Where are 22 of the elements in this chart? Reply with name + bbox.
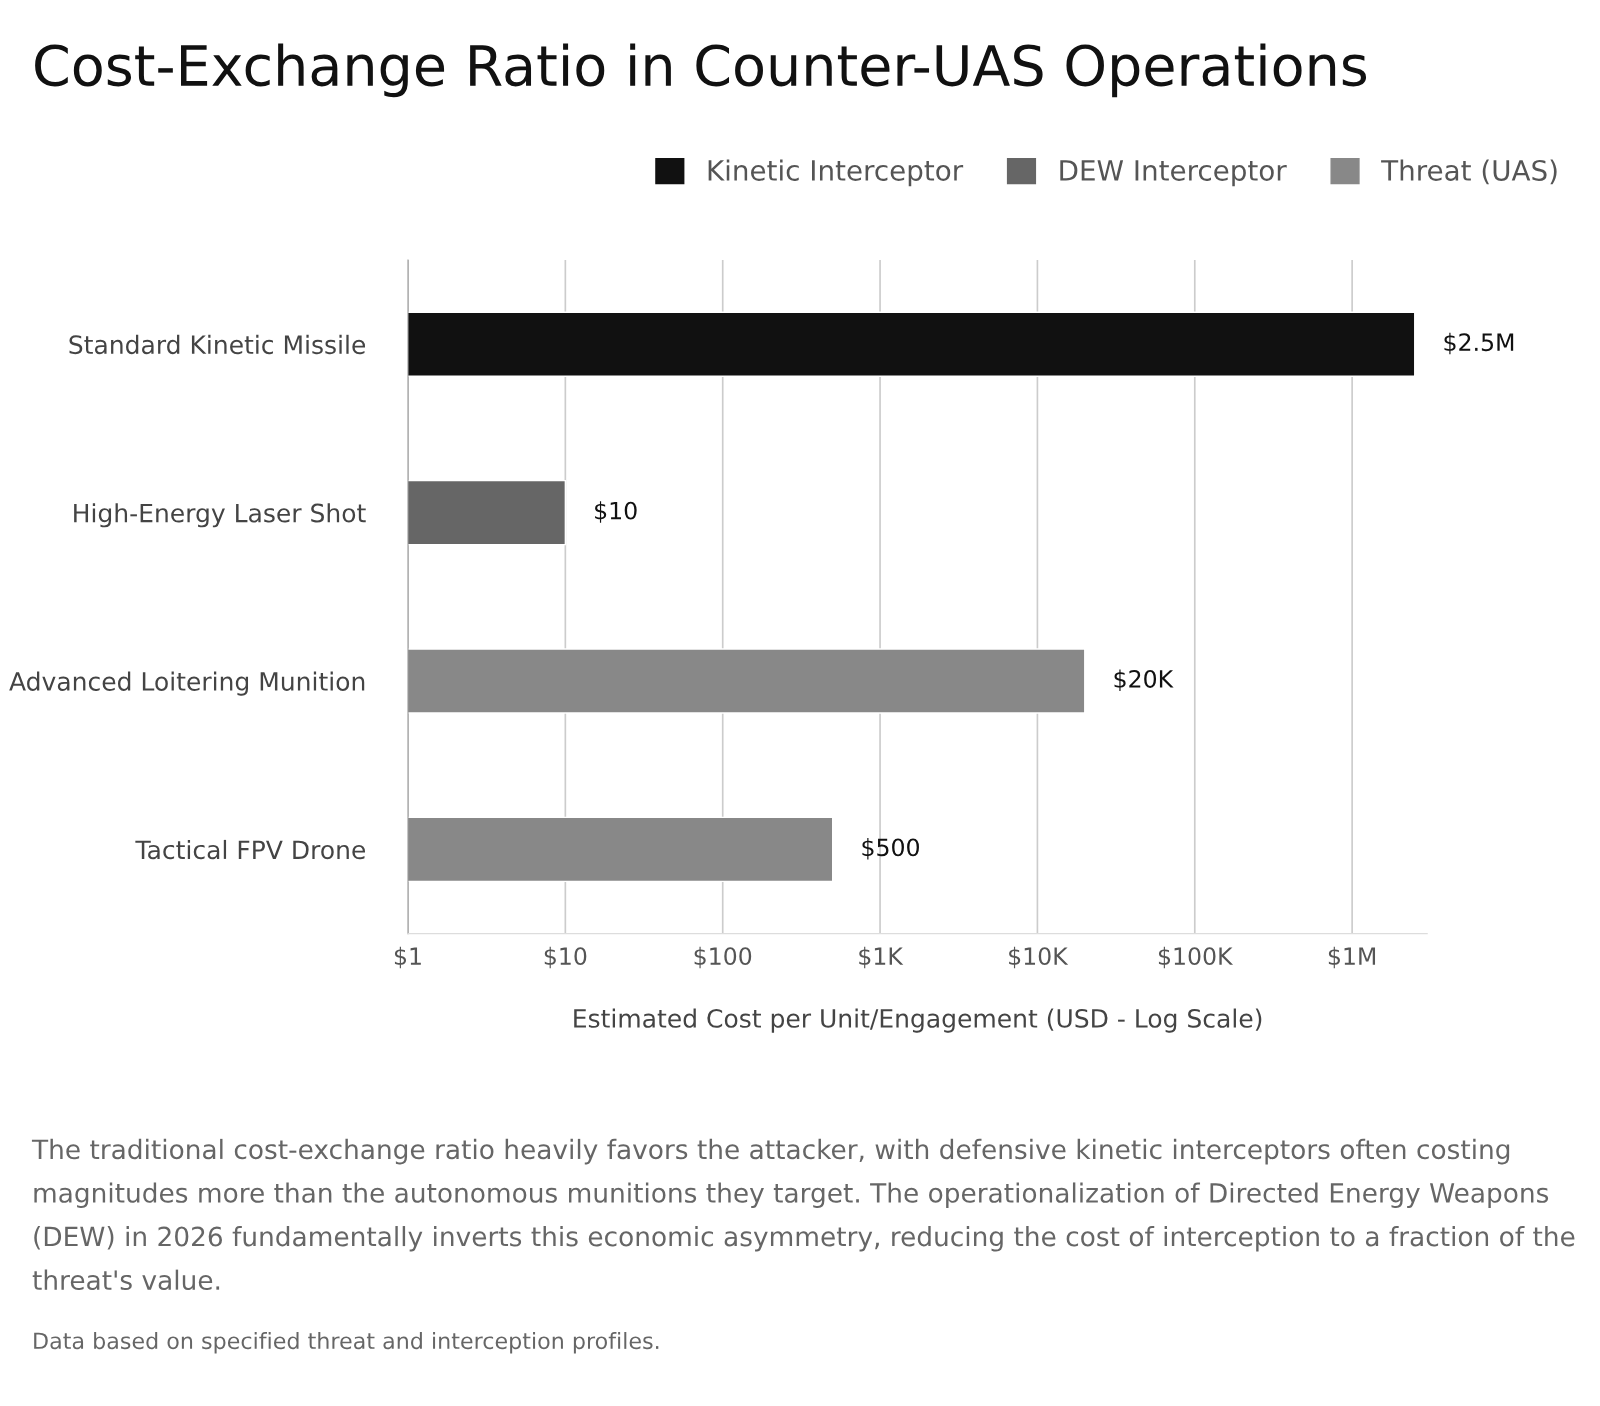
y-tick-label: Tactical FPV Drone bbox=[135, 839, 366, 860]
y-tick-label: Standard Kinetic Missile bbox=[69, 334, 365, 355]
x-axis-title: Estimated Cost per Unit/Engagement (USD - Log Scale) bbox=[574, 1008, 1262, 1033]
x-tick-label: $100K bbox=[1158, 946, 1234, 969]
y-tick-label: High-Energy Laser Shot bbox=[74, 503, 366, 528]
x-tick-label: $10K bbox=[1009, 946, 1069, 969]
x-tick-label: $100 bbox=[694, 946, 752, 969]
data-label: $2.5M bbox=[1444, 332, 1514, 355]
data-label: $10 bbox=[595, 501, 637, 523]
x-tick-label: $1K bbox=[859, 946, 904, 969]
text: The traditional cost-exchange ratio heavily favors the attacker, with defensive kinetic interceptors often costing magnitudes more than the autonomous munitions they target. The operationalization of Directed Energy Weapons (DEW) in 2026 fundamentally inverts this economic asymmetry, reducing the cost of interception to a fraction of the threat's value. bbox=[31, 1138, 1575, 1291]
chart-title: Cost-Exchange Ratio in Counter-UAS Operations bbox=[35, 43, 1367, 98]
legend-label: DEW Interceptor bbox=[1060, 160, 1287, 187]
data-label: $20K bbox=[1114, 669, 1174, 692]
text: Data based on specified threat and interception profiles. bbox=[34, 1331, 659, 1354]
legend-label: Threat (UAS) bbox=[1381, 159, 1557, 185]
x-tick-label: $1M bbox=[1328, 946, 1376, 969]
data-label: $500 bbox=[862, 837, 919, 860]
y-tick-label: Advanced Loitering Munition bbox=[9, 671, 365, 696]
x-tick-label: $1 bbox=[394, 946, 421, 969]
legend-label: Kinetic Interceptor bbox=[708, 159, 964, 187]
x-tick-label: $10 bbox=[544, 946, 587, 969]
